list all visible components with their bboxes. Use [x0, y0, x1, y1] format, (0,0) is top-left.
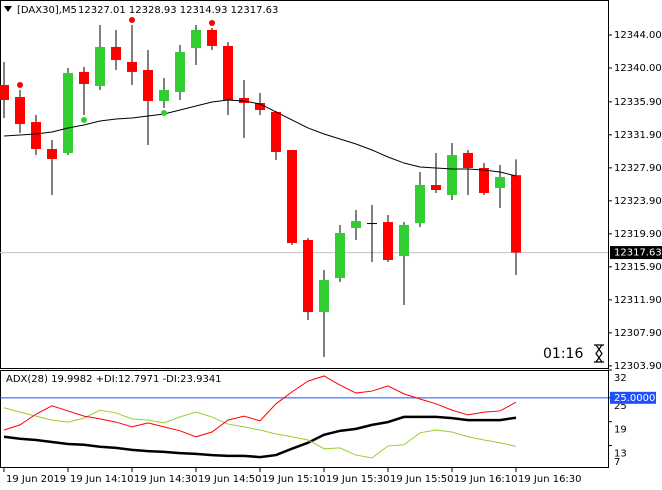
y-tick-label: 12344.00: [614, 30, 662, 41]
fractal-marker: [17, 82, 23, 89]
current-price-label: 12317.63: [614, 248, 662, 259]
hourglass-icon: [594, 344, 604, 363]
candle-body: [303, 240, 313, 313]
y-tick-label: 12327.90: [614, 163, 662, 174]
candle-body: [95, 46, 105, 86]
candle-body: [415, 184, 425, 224]
x-tick-label: 19 Jun 2019: [6, 474, 66, 485]
candle-body: [495, 176, 505, 189]
candle-body: [351, 221, 361, 228]
candle-body: [463, 152, 473, 168]
indicator-line: [3, 407, 517, 459]
y-tick-label: 19: [614, 425, 627, 436]
countdown: 01:16: [543, 346, 583, 362]
candle-body: [223, 45, 233, 101]
x-tick-label: 19 Jun 14:10: [70, 474, 134, 485]
candle-body: [111, 46, 121, 60]
candle-body: [479, 167, 489, 193]
current-price-box: [610, 246, 662, 260]
y-tick-label: 12307.90: [614, 328, 662, 339]
candle-body: [175, 51, 185, 92]
indicator-line: [3, 415, 517, 459]
x-tick-label: 19 Jun 15:10: [262, 474, 326, 485]
candle-body: [31, 122, 41, 150]
y-tick-label: 12303.90: [614, 361, 662, 372]
y-tick-label: 12319.90: [614, 229, 662, 240]
level-box: [610, 391, 656, 404]
chart-title: [DAX30],M5: [17, 5, 77, 16]
x-tick-label: 19 Jun 15:50: [390, 474, 454, 485]
candle-body: [335, 233, 345, 278]
y-tick-label: 12340.00: [614, 63, 662, 74]
y-tick-label: 12311.90: [614, 295, 662, 306]
candle-body: [431, 184, 441, 191]
candle-body: [399, 225, 409, 257]
y-tick-label: 13: [614, 449, 627, 460]
candle-body: [207, 29, 217, 46]
candle-body: [127, 61, 137, 72]
ohlc-text: 12327.01 12328.93 12314.93 12317.63: [78, 5, 278, 16]
candle-body: [15, 97, 25, 125]
x-tick-label: 19 Jun 16:30: [518, 474, 582, 485]
x-tick-label: 19 Jun 15:30: [326, 474, 390, 485]
candle-body: [271, 111, 281, 152]
candle-body: [511, 175, 521, 253]
candle-body: [143, 69, 153, 101]
candle-body: [47, 149, 57, 159]
candle-body: [287, 150, 297, 243]
x-tick-label: 19 Jun 16:10: [454, 474, 518, 485]
y-tick-label: 12315.90: [614, 262, 662, 273]
candle-body: [383, 222, 393, 260]
indicator-frame: [0, 370, 609, 468]
candle-body: [0, 84, 9, 101]
candle-body: [63, 73, 73, 153]
candle-body: [159, 90, 169, 101]
fractal-marker: [161, 110, 167, 117]
candle-body: [447, 155, 457, 195]
x-tick-label: 19 Jun 14:30: [134, 474, 198, 485]
fractal-marker: [81, 117, 87, 124]
y-tick-label: 12323.90: [614, 196, 662, 207]
level-label: 25.0000: [614, 393, 655, 404]
candle-body: [79, 71, 89, 84]
moving-average: [3, 99, 517, 177]
candle-body: [319, 280, 329, 313]
y-tick-label: 12335.90: [614, 97, 662, 108]
fractal-marker: [209, 19, 215, 26]
y-tick-label: 25: [614, 401, 627, 412]
menu-arrow[interactable]: [4, 6, 12, 12]
candle-body: [191, 29, 201, 49]
y-tick-label: 12331.90: [614, 130, 662, 141]
candle-body: [255, 102, 265, 110]
y-tick-label: 32: [614, 373, 627, 384]
indicator-title: ADX(28) 19.9982 +DI:12.7971 -DI:23.9341: [6, 374, 222, 385]
candle-body: [367, 223, 377, 225]
indicator-line: [3, 375, 517, 438]
x-tick-label: 19 Jun 14:50: [198, 474, 262, 485]
y-tick-label: 7: [614, 457, 620, 468]
fractal-marker: [129, 17, 135, 24]
